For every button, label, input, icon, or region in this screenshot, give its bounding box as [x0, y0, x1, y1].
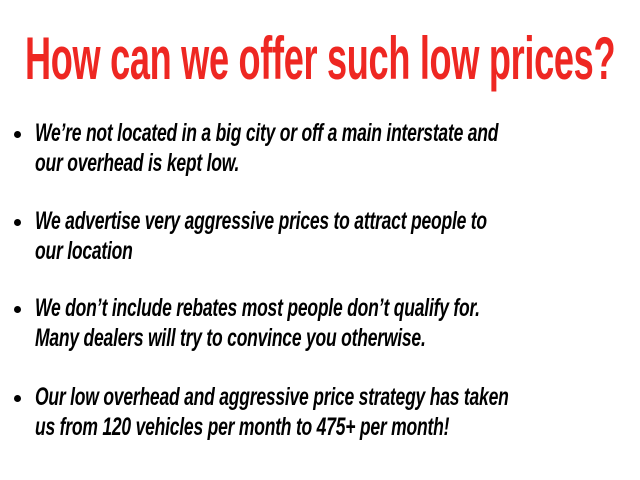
bullet-text-line: We advertise very aggressive prices to a…: [35, 207, 487, 235]
bullet-text-line: our location: [35, 237, 133, 265]
bullet-text-line: us from 120 vehicles per month to 475+ p…: [35, 413, 450, 441]
slide-title: How can we offer such low prices?: [25, 25, 616, 92]
bullet-text-line: We don’t include rebates most people don…: [35, 294, 480, 322]
bullet-dot-icon: [14, 306, 21, 313]
bullet-text-line: our overhead is kept low.: [35, 149, 240, 177]
bullet-text-line: We’re not located in a big city or off a…: [35, 119, 499, 147]
bullet-dot-icon: [14, 131, 21, 138]
bullet-text-line: Our low overhead and aggressive price st…: [35, 383, 509, 411]
bullet-dot-icon: [14, 219, 21, 226]
bullet-dot-icon: [14, 395, 21, 402]
bullet-text-line: Many dealers will try to convince you ot…: [35, 324, 426, 352]
